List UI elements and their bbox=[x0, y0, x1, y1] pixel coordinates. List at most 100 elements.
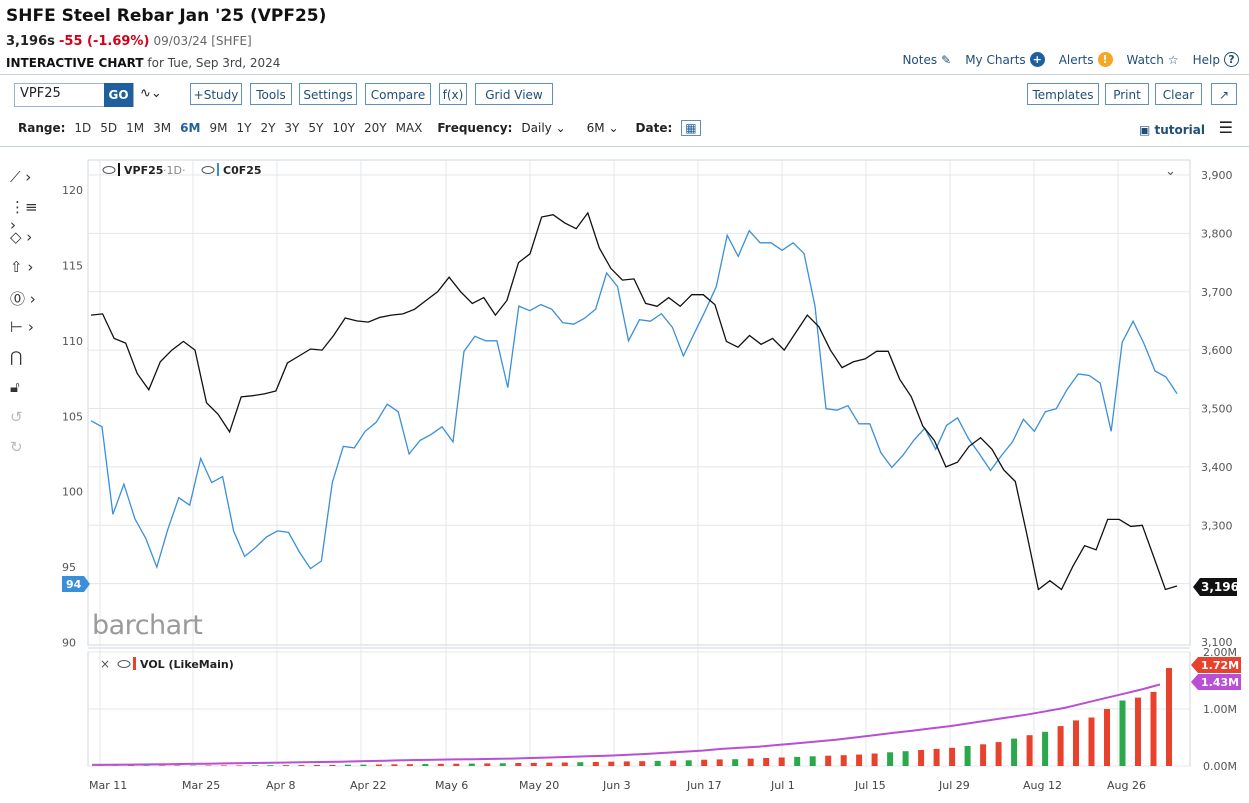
range-option[interactable]: 5D bbox=[100, 121, 118, 135]
legend-c0f25: C0F25 bbox=[223, 164, 262, 177]
settings-button[interactable]: Settings bbox=[299, 83, 357, 105]
volume-bar bbox=[856, 754, 863, 766]
range-option[interactable]: 3M bbox=[153, 121, 172, 135]
volume-bar bbox=[282, 765, 289, 766]
eye-icon bbox=[117, 660, 131, 668]
volume-bar bbox=[484, 763, 491, 766]
fibonacci-tool-icon[interactable]: ⋮≡ › bbox=[10, 198, 38, 234]
range-option[interactable]: 6M bbox=[180, 121, 201, 135]
range-option[interactable]: 10Y bbox=[332, 121, 355, 135]
compare-tag bbox=[62, 576, 90, 592]
volume-tag bbox=[1191, 657, 1241, 673]
range-option[interactable]: MAX bbox=[395, 121, 423, 135]
range-option[interactable]: 9M bbox=[209, 121, 228, 135]
help-link[interactable]: Help? bbox=[1193, 52, 1239, 67]
symbol-input[interactable] bbox=[14, 83, 134, 107]
volume-bar bbox=[918, 750, 925, 766]
menu-icon[interactable]: ☰ bbox=[1218, 118, 1233, 137]
alert-icon: ! bbox=[1097, 52, 1113, 67]
my-charts-link[interactable]: My Charts + bbox=[965, 52, 1045, 67]
volume-bar bbox=[1088, 717, 1095, 766]
volume-bar bbox=[174, 765, 181, 766]
trendline-tool-icon[interactable]: ⟋ › bbox=[10, 168, 32, 186]
volume-bar bbox=[251, 765, 258, 766]
x-axis-tick: Aug 12 bbox=[1023, 779, 1062, 792]
last-price-tag bbox=[1193, 578, 1237, 596]
legend-swatch bbox=[133, 657, 136, 670]
volume-bar bbox=[980, 744, 987, 766]
average-tag bbox=[1191, 674, 1241, 690]
magnet-icon[interactable]: ⋂ bbox=[10, 348, 23, 366]
range-option[interactable]: 1M bbox=[126, 121, 145, 135]
range-option[interactable]: 5Y bbox=[308, 121, 324, 135]
range-option[interactable]: 2Y bbox=[260, 121, 276, 135]
volume-bar bbox=[577, 762, 584, 766]
x-axis-tick: Mar 11 bbox=[89, 779, 127, 792]
notes-link[interactable]: Notes ✎ bbox=[902, 53, 951, 67]
fx-button[interactable]: f(x) bbox=[439, 83, 467, 105]
symbol-value: VPF25 bbox=[20, 86, 61, 101]
volume-bar bbox=[840, 755, 847, 766]
undo-icon[interactable]: ↺ bbox=[10, 408, 23, 426]
volume-bar bbox=[825, 755, 832, 766]
arrow-tool-icon[interactable]: ⇧ › bbox=[10, 258, 34, 276]
redo-icon[interactable]: ↻ bbox=[10, 438, 23, 456]
period-value: 6M bbox=[586, 121, 605, 135]
help-icon: ? bbox=[1224, 52, 1239, 67]
volume-bar bbox=[344, 764, 351, 766]
volume-last-label: 1.72M bbox=[1201, 659, 1239, 672]
lock-icon[interactable]: 🔓︎ bbox=[10, 378, 20, 396]
calendar-icon[interactable]: ▦ bbox=[681, 120, 701, 136]
chart-type-icon[interactable]: ∿⌄ bbox=[140, 86, 162, 101]
volume-bar bbox=[778, 757, 785, 766]
range-bar: Range: 1D 5D 1M 3M 6M 9M 1Y 2Y 3Y 5Y 10Y 20Y MAX Fre… bbox=[18, 120, 701, 136]
range-options: 1D 5D 1M 3M 6M 9M 1Y 2Y 3Y 5Y 10Y 20Y MAX bbox=[74, 121, 422, 135]
eye-icon bbox=[201, 166, 215, 174]
left-axis-tick: 120 bbox=[62, 184, 83, 197]
volume-bar bbox=[716, 759, 723, 766]
frequency-select[interactable]: Daily ⌄ bbox=[521, 121, 566, 135]
grid-view-button[interactable]: Grid View bbox=[475, 83, 553, 105]
range-option[interactable]: 20Y bbox=[363, 121, 387, 135]
volume-bar bbox=[670, 760, 677, 766]
range-option[interactable]: 3Y bbox=[284, 121, 300, 135]
measure-tool-icon[interactable]: ⊢ › bbox=[10, 318, 34, 336]
range-option[interactable]: 1Y bbox=[236, 121, 252, 135]
quote-line: 3,196s -55 (-1.69%) 09/03/24 [SHFE] bbox=[6, 34, 252, 49]
period-select[interactable]: 6M ⌄ bbox=[586, 121, 619, 135]
watermark: barchart bbox=[92, 610, 203, 641]
volume-bar bbox=[329, 764, 336, 766]
volume-bar bbox=[375, 764, 382, 766]
alerts-link[interactable]: Alerts! bbox=[1059, 52, 1113, 67]
tutorial-link[interactable]: ▣ tutorial bbox=[1139, 123, 1205, 137]
watch-link[interactable]: Watch ☆ bbox=[1127, 53, 1179, 67]
tools-button[interactable]: Tools bbox=[250, 83, 292, 105]
x-axis-tick: Aug 26 bbox=[1107, 779, 1146, 792]
study-button[interactable]: +Study bbox=[190, 83, 242, 105]
eye-icon bbox=[102, 166, 116, 174]
volume-average-line bbox=[91, 683, 1161, 766]
compare-button[interactable]: Compare bbox=[365, 83, 431, 105]
go-button[interactable]: GO bbox=[104, 83, 133, 107]
volume-bar bbox=[530, 762, 537, 766]
volume-bar bbox=[1119, 700, 1126, 766]
volume-bar bbox=[468, 763, 475, 766]
print-button[interactable]: Print bbox=[1105, 83, 1149, 105]
x-axis-tick: Apr 22 bbox=[350, 779, 387, 792]
marker-tool-icon[interactable]: ⓪ › bbox=[10, 290, 36, 308]
volume-bar bbox=[515, 763, 522, 766]
volume-bar bbox=[964, 746, 971, 766]
volume-axis-tick: 1.00M bbox=[1203, 703, 1237, 716]
right-axis-tick: 3,800 bbox=[1201, 227, 1233, 240]
frequency-value: Daily bbox=[521, 121, 552, 135]
shape-tool-icon[interactable]: ◇ › bbox=[10, 228, 33, 246]
right-axis-tick: 3,100 bbox=[1201, 636, 1233, 649]
templates-button[interactable]: Templates bbox=[1027, 83, 1099, 105]
clear-button[interactable]: Clear bbox=[1155, 83, 1202, 105]
series-line-vpf25 bbox=[90, 211, 1178, 591]
range-option[interactable]: 1D bbox=[74, 121, 92, 135]
expand-icon[interactable]: ↗ bbox=[1211, 83, 1237, 105]
volume-bar bbox=[1166, 668, 1172, 766]
volume-bar bbox=[995, 742, 1002, 766]
